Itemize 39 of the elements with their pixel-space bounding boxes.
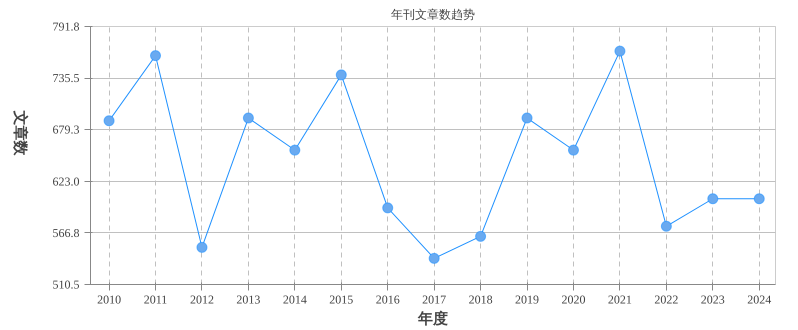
y-axis-title: 文章数 xyxy=(12,110,30,156)
x-tick-label: 2011 xyxy=(144,292,168,306)
y-tick-label: 735.5 xyxy=(52,71,80,86)
point xyxy=(196,242,208,253)
x-tick-label: 2018 xyxy=(468,292,493,306)
x-tick-label: 2010 xyxy=(97,292,122,306)
y-tick-label: 623.0 xyxy=(52,174,80,188)
point xyxy=(428,252,440,264)
x-tick-label: 2017 xyxy=(422,292,446,306)
y-tick-label: 679.3 xyxy=(52,122,80,137)
x-tick-label: 2015 xyxy=(329,292,354,306)
y-tick-label: 510.5 xyxy=(52,278,80,292)
x-tick-label: 2023 xyxy=(700,292,725,306)
x-tick-label: 2020 xyxy=(561,292,586,306)
point xyxy=(336,69,347,80)
point xyxy=(707,193,718,204)
y-tick-label: 566.8 xyxy=(52,226,80,240)
point xyxy=(289,144,300,156)
x-tick-label: 2024 xyxy=(747,292,772,306)
point xyxy=(614,46,626,57)
point xyxy=(660,220,672,232)
point xyxy=(475,230,486,242)
x-tick-label: 2012 xyxy=(190,292,214,306)
point xyxy=(150,50,162,62)
x-tick-label: 2014 xyxy=(282,292,307,306)
x-tick-label: 2019 xyxy=(515,292,540,306)
point xyxy=(522,112,533,124)
x-tick-label: 2016 xyxy=(376,292,400,306)
x-tick-label: 2022 xyxy=(654,292,678,306)
y-tick-label: 791.8 xyxy=(52,20,80,34)
x-axis-title: 年度 xyxy=(417,310,448,328)
x-tick-label: 2013 xyxy=(236,292,260,306)
x-tick-label: 2021 xyxy=(608,292,632,306)
point xyxy=(242,112,254,124)
chart-title: 年刊文章数趋势 xyxy=(391,8,475,22)
point xyxy=(754,193,765,204)
point xyxy=(104,115,115,126)
point xyxy=(382,202,394,214)
point xyxy=(568,144,579,156)
